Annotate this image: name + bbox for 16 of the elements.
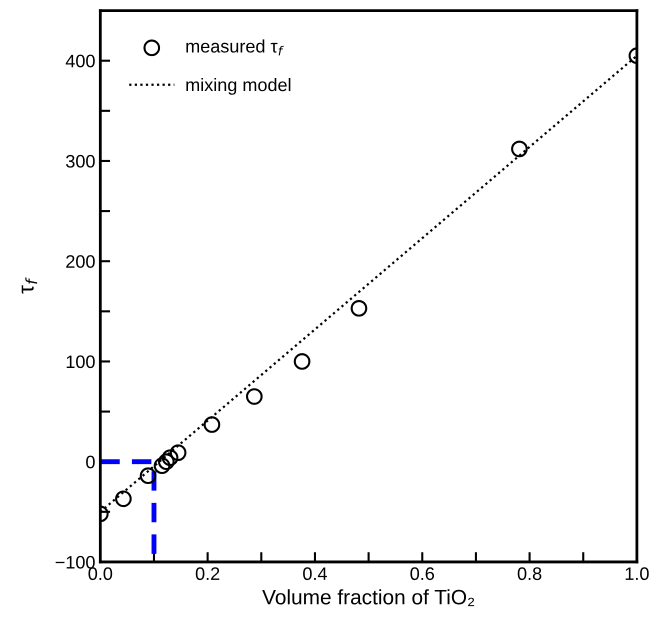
y-tick-label: 200 (66, 255, 95, 268)
x-tick-label: 0.6 (410, 567, 434, 580)
x-tick-label: 0.0 (88, 567, 112, 580)
legend-label: mixing model (186, 78, 290, 95)
x-tick-label: 1.0 (626, 567, 649, 580)
x-axis-title: Volume fraction of TiO₂ (262, 589, 474, 606)
y-axis-title: τ$_{f}$ (22, 277, 38, 294)
y-tick-label: 300 (66, 154, 95, 168)
x-tick-label: 0.2 (196, 567, 220, 580)
y-tick-label: 400 (66, 54, 95, 68)
y-tick-label: 100 (66, 355, 95, 368)
y-tick-label: 0 (86, 456, 95, 468)
y-tick-label: −100 (56, 556, 95, 569)
x-tick-label: 0.8 (518, 567, 542, 580)
x-tick-label: 0.4 (303, 567, 327, 580)
legend-label: measured τ$_{f}$ (186, 39, 284, 56)
